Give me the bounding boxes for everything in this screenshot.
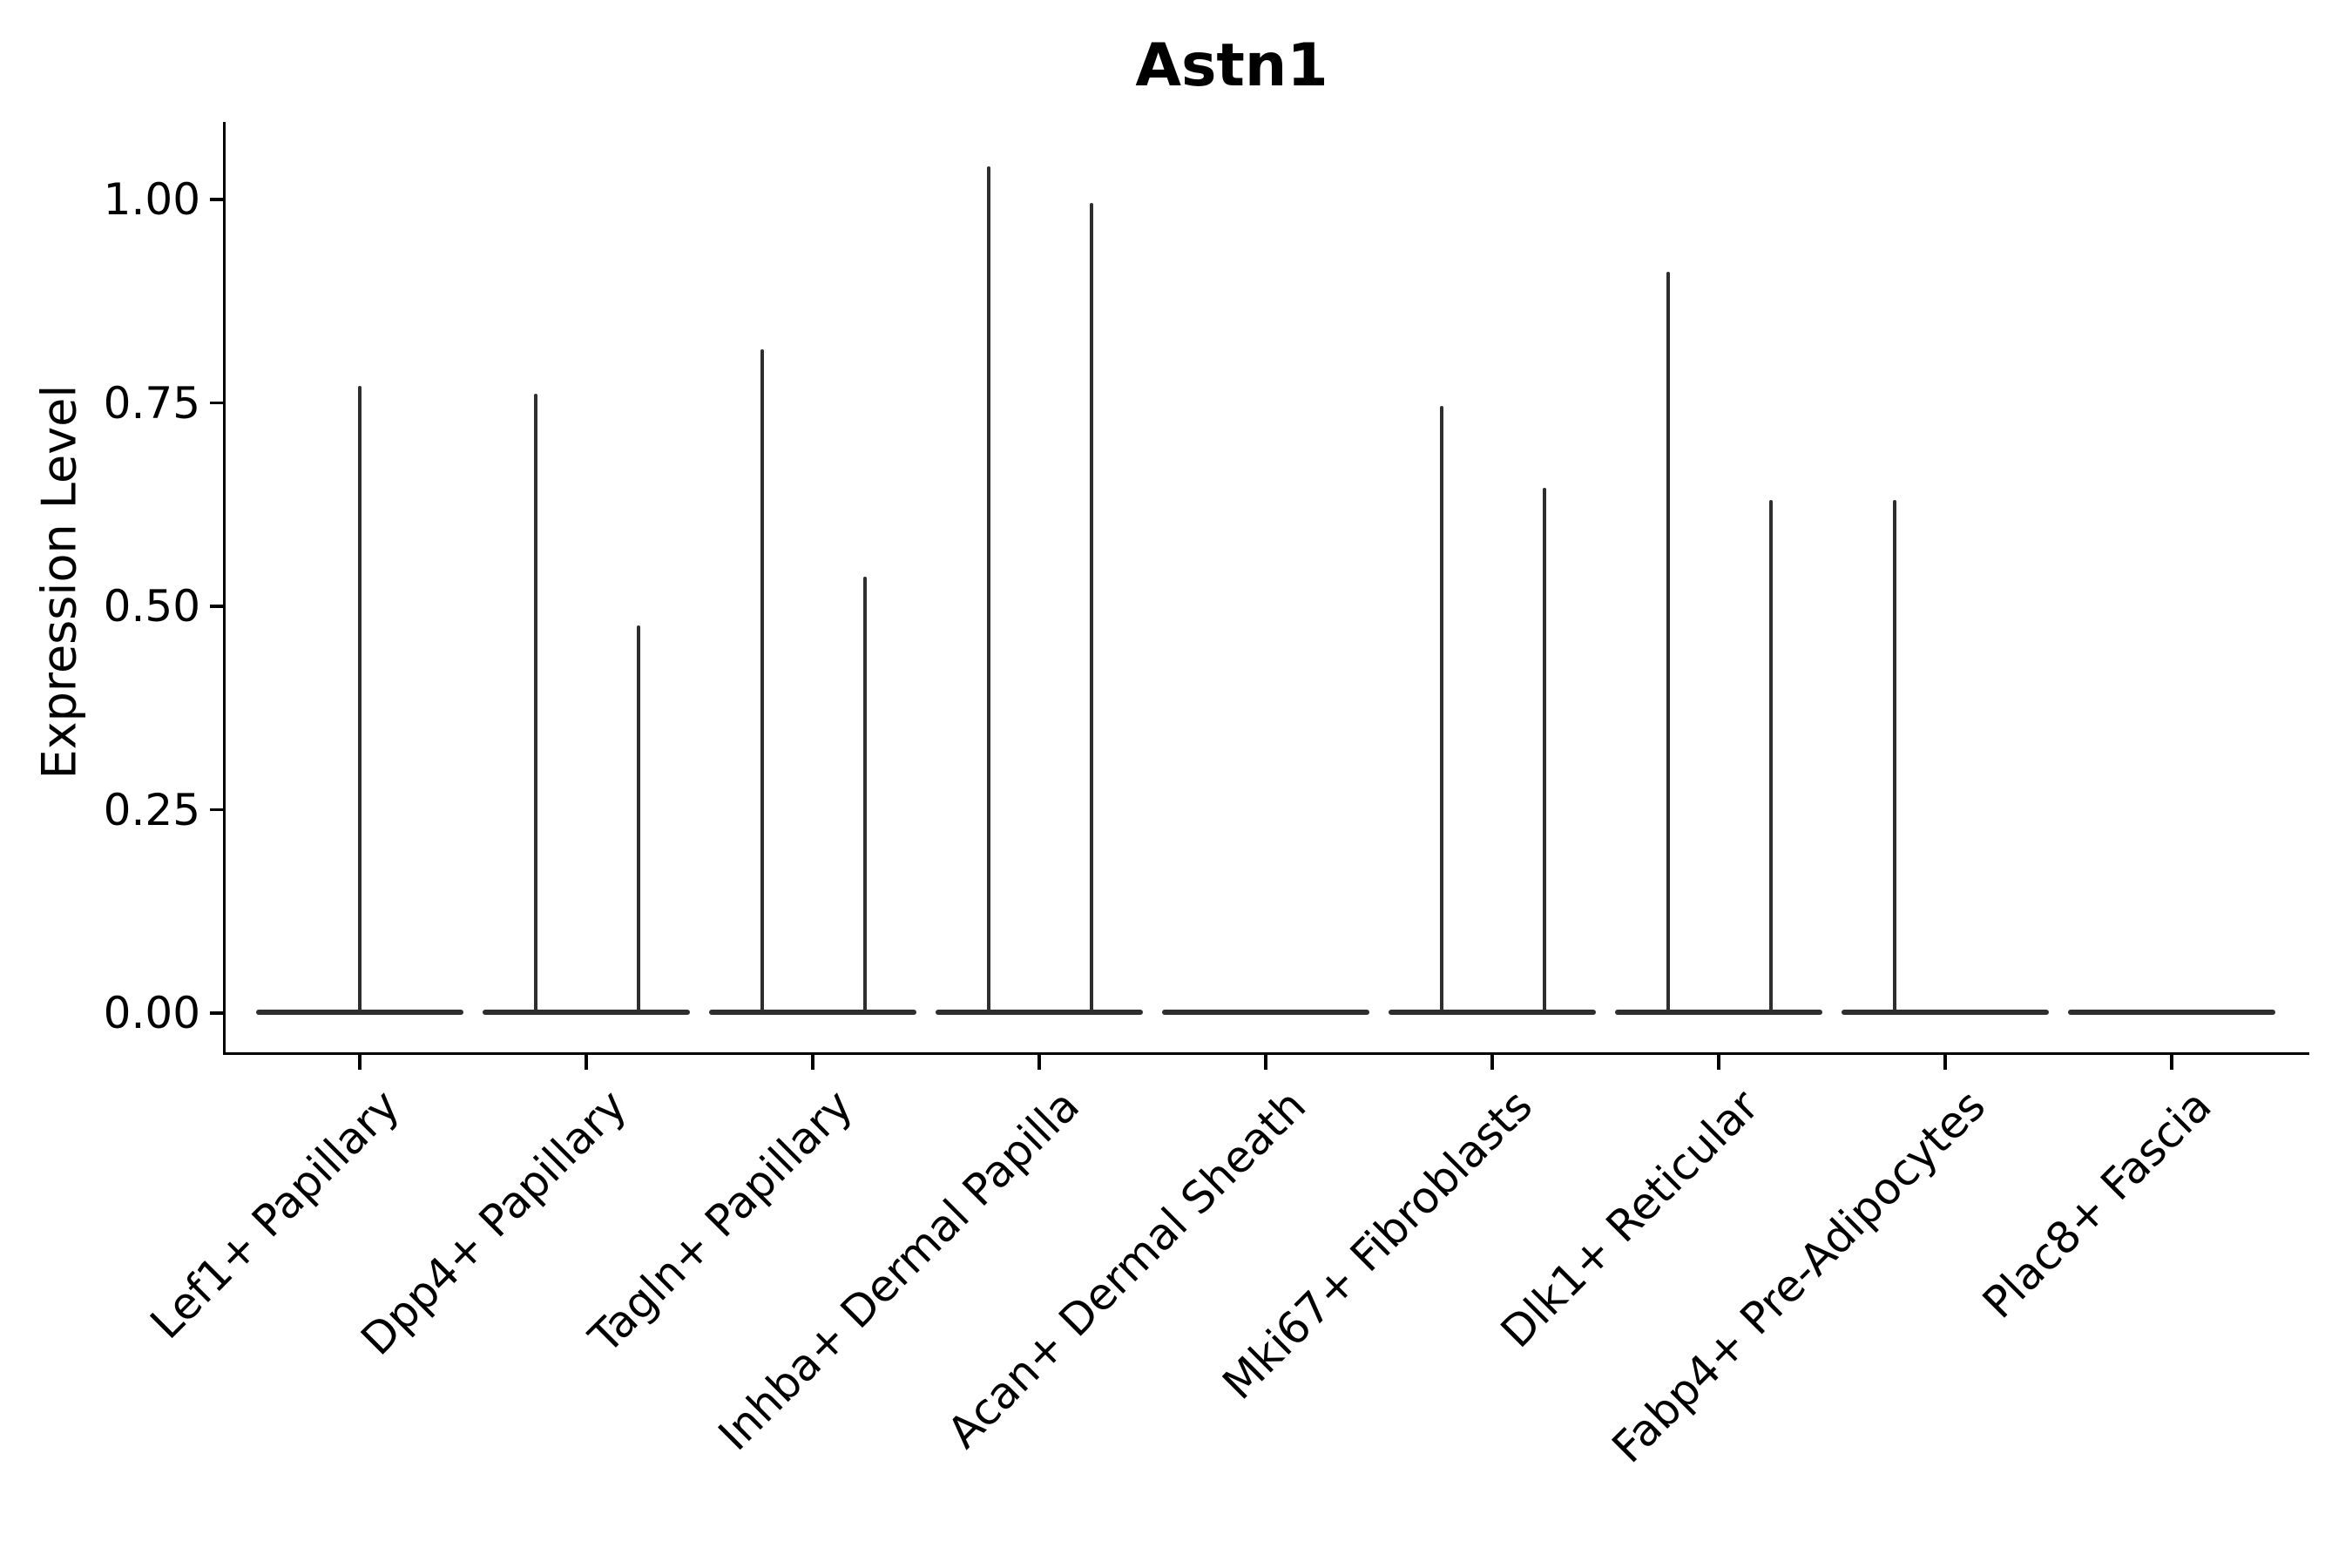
y-tick-label: 0.50 (103, 581, 200, 632)
y-tick-label: 0.00 (103, 988, 200, 1038)
violin-baseline (709, 1010, 916, 1015)
y-tick (210, 605, 225, 608)
violin-spike (1090, 202, 1093, 1012)
violin-spike (987, 166, 990, 1012)
x-tick-label: Inhba+ Dermal Papilla (708, 1080, 1090, 1461)
violin-baseline (1389, 1010, 1596, 1015)
y-tick-label: 0.25 (103, 784, 200, 835)
violin-spike (534, 394, 537, 1012)
violin-baseline (256, 1010, 463, 1015)
y-axis-spine (222, 122, 226, 1055)
x-tick-label: Lef1+ Papillary (140, 1080, 410, 1349)
x-tick (1037, 1055, 1041, 1070)
y-tick-label: 0.75 (103, 377, 200, 429)
violin-baseline (483, 1010, 690, 1015)
x-tick-label: Acan+ Dermal Sheath (937, 1080, 1316, 1458)
violin-spike (637, 625, 640, 1012)
violin-baseline (1842, 1010, 2049, 1015)
y-tick (210, 198, 225, 201)
x-tick (1264, 1055, 1267, 1070)
violin-baseline (1615, 1010, 1822, 1015)
x-axis-spine (222, 1051, 2309, 1055)
x-tick (1943, 1055, 1947, 1070)
violin-spike (1440, 406, 1443, 1012)
y-tick (210, 808, 225, 812)
y-tick (210, 1011, 225, 1015)
y-tick (210, 401, 225, 405)
violin-spike (760, 348, 764, 1012)
violin-spike (1769, 499, 1773, 1012)
x-tick (811, 1055, 814, 1070)
x-tick (2170, 1055, 2173, 1070)
violin-spike (1666, 272, 1670, 1012)
violin-spike (1543, 487, 1546, 1012)
x-tick (358, 1055, 362, 1070)
violin-spike (863, 577, 867, 1012)
chart-title: Astn1 (1135, 31, 1328, 100)
x-tick (1490, 1055, 1494, 1070)
x-tick (1717, 1055, 1720, 1070)
y-tick-label: 1.00 (103, 174, 200, 225)
violin-baseline (2068, 1010, 2275, 1015)
violin-spike (358, 385, 362, 1012)
x-tick (585, 1055, 588, 1070)
violin-baseline (936, 1010, 1143, 1015)
violin-baseline (1162, 1010, 1369, 1015)
x-tick-label: Fabp4+ Pre-Adipocytes (1602, 1080, 1996, 1473)
violin-spike (1893, 499, 1896, 1012)
x-tick-label: Plac8+ Fascia (1973, 1080, 2222, 1328)
